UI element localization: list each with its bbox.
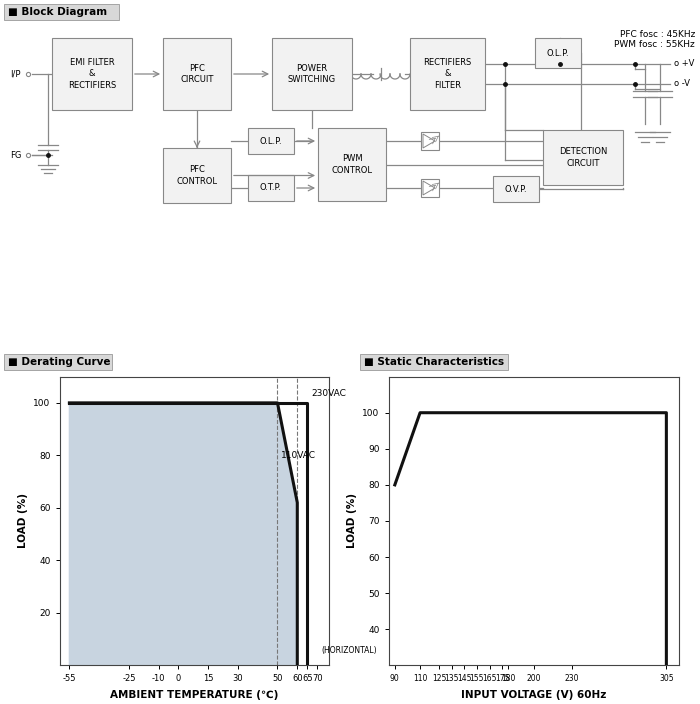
- Bar: [272, 38, 352, 110]
- Text: RECTIFIERS
&
FILTER: RECTIFIERS & FILTER: [424, 58, 472, 90]
- Bar: [410, 38, 485, 110]
- Text: O.L.P.: O.L.P.: [260, 137, 282, 146]
- Bar: [248, 128, 294, 154]
- Bar: [535, 38, 581, 68]
- Bar: [4, 354, 112, 370]
- Text: o +V: o +V: [674, 60, 694, 68]
- X-axis label: INPUT VOLTAGE (V) 60Hz: INPUT VOLTAGE (V) 60Hz: [461, 690, 606, 700]
- Text: PWM
CONTROL: PWM CONTROL: [332, 154, 372, 175]
- Bar: [543, 130, 623, 185]
- Bar: [318, 128, 386, 201]
- Bar: [163, 148, 231, 203]
- Text: I/P: I/P: [10, 70, 20, 79]
- Text: 110VAC: 110VAC: [281, 451, 316, 460]
- Text: DETECTION
CIRCUIT: DETECTION CIRCUIT: [559, 147, 607, 168]
- Text: ■ Static Characteristics: ■ Static Characteristics: [364, 357, 504, 367]
- Y-axis label: LOAD (%): LOAD (%): [346, 494, 357, 548]
- Text: ■ Block Diagram: ■ Block Diagram: [8, 7, 107, 17]
- Bar: [52, 38, 132, 110]
- Text: POWER
SWITCHING: POWER SWITCHING: [288, 63, 336, 84]
- Text: PFC
CONTROL: PFC CONTROL: [176, 165, 218, 186]
- Text: EMI FILTER
&
RECTIFIERS: EMI FILTER & RECTIFIERS: [68, 58, 116, 90]
- Bar: [163, 38, 231, 110]
- Bar: [4, 4, 119, 20]
- Text: FG: FG: [10, 151, 22, 160]
- Text: (HORIZONTAL): (HORIZONTAL): [321, 646, 377, 655]
- Text: 230VAC: 230VAC: [312, 389, 346, 398]
- X-axis label: AMBIENT TEMPERATURE (℃): AMBIENT TEMPERATURE (℃): [110, 690, 279, 700]
- Bar: [493, 176, 539, 202]
- Text: O.V.P.: O.V.P.: [505, 184, 527, 194]
- Bar: [421, 132, 439, 150]
- Text: o -V: o -V: [674, 80, 690, 89]
- Text: O.T.P.: O.T.P.: [260, 184, 282, 192]
- Text: O.L.P.: O.L.P.: [547, 49, 569, 58]
- Bar: [248, 175, 294, 201]
- Polygon shape: [69, 403, 297, 665]
- Y-axis label: LOAD (%): LOAD (%): [18, 494, 28, 548]
- Text: ■ Derating Curve: ■ Derating Curve: [8, 357, 111, 367]
- Text: PFC fosc : 45KHz
PWM fosc : 55KHz: PFC fosc : 45KHz PWM fosc : 55KHz: [615, 30, 695, 49]
- Bar: [360, 354, 508, 370]
- Bar: [421, 179, 439, 197]
- Text: PFC
CIRCUIT: PFC CIRCUIT: [181, 63, 214, 84]
